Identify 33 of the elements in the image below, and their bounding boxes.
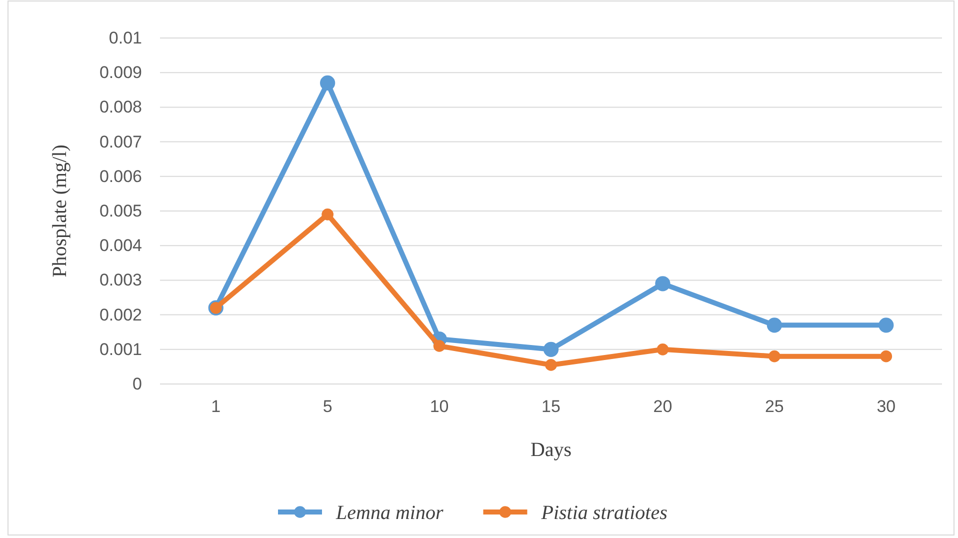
x-tick-label: 20 [653,397,672,416]
y-tick-label: 0.004 [99,236,142,256]
x-tick-label: 30 [876,397,896,416]
point [322,208,334,220]
y-tick-label: 0.006 [99,166,142,186]
y-axis-title: Phosplate (mg/l) [49,144,71,278]
x-tick-label: 10 [430,397,449,416]
point [545,359,557,371]
point [320,75,336,91]
point [655,276,670,292]
y-tick-label: 0.001 [99,340,142,359]
x-axis-title: Days [530,439,572,461]
y-tick-label: 0.005 [99,201,142,220]
point [878,318,894,333]
y-tick-label: 0.007 [99,132,142,152]
y-tick-label: 0.009 [99,63,142,82]
point [543,342,559,357]
y-tick-label: 0 [132,374,142,394]
point [433,340,446,352]
y-tick-label: 0.008 [99,98,142,117]
y-tick-label: 0.002 [99,305,142,324]
point [656,343,669,356]
x-tick-label: 1 [211,397,221,416]
x-tick-label: 25 [764,397,784,416]
y-tick-label: 0.01 [108,28,142,48]
y-tick-label: 0.003 [99,270,142,290]
point [768,350,780,362]
legend-label: Lemna minor [335,502,444,524]
x-tick-label: 15 [542,397,560,416]
point [880,350,892,362]
point [766,318,782,333]
x-tick-label: 5 [322,397,332,416]
legend-label: Pistia stratiotes [540,502,668,524]
